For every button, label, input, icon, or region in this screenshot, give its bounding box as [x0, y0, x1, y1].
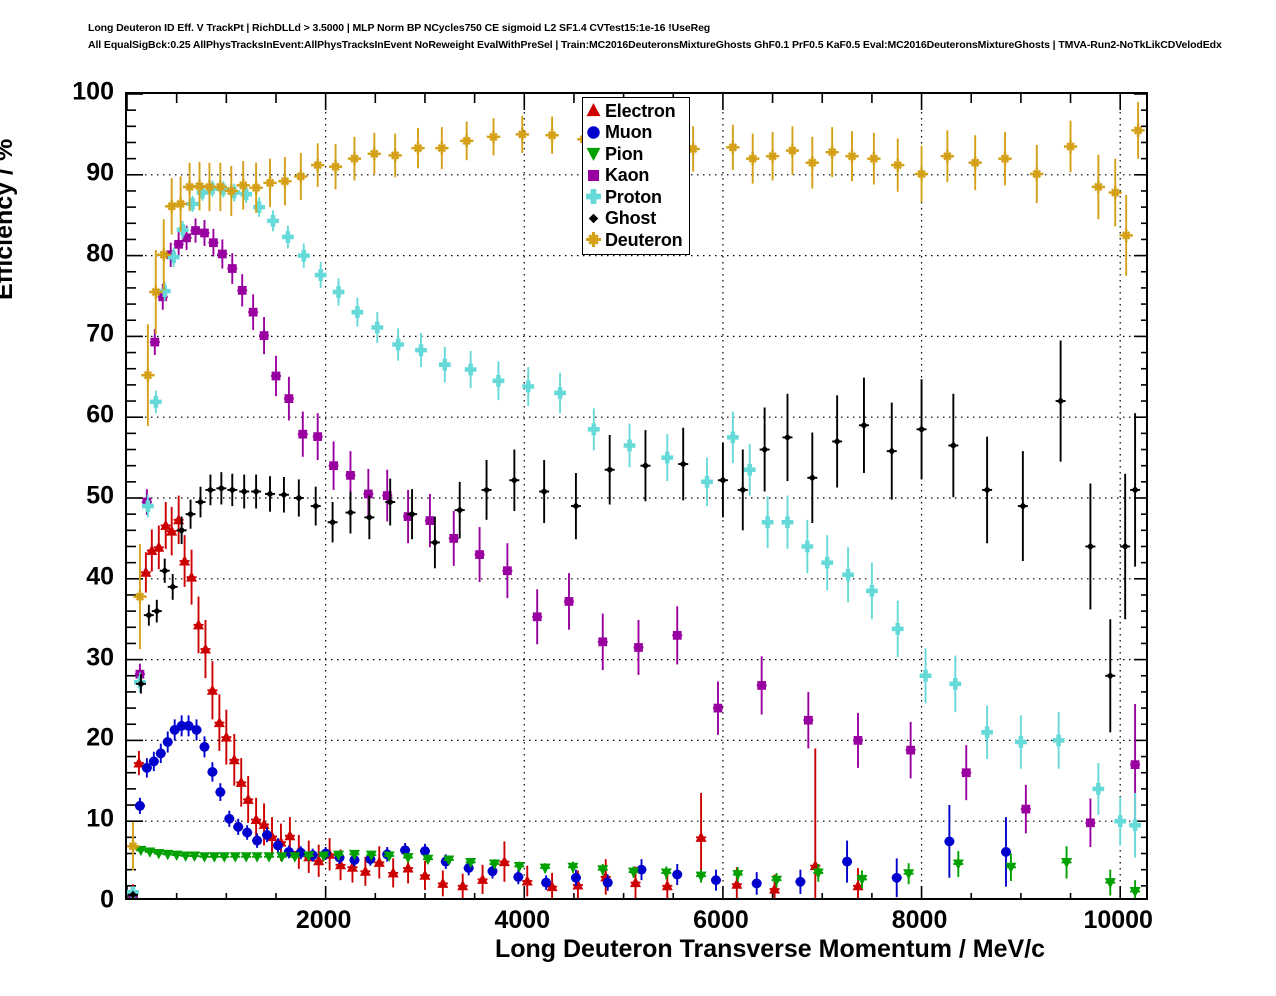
- x-tick-label: 2000: [295, 906, 352, 934]
- legend-item-deuteron[interactable]: Deuteron: [586, 229, 686, 251]
- axis-tick-marks: [127, 94, 1146, 898]
- series-proton: [127, 180, 1141, 898]
- legend-item-label: Muon: [605, 122, 653, 143]
- legend-item-label: Deuteron: [605, 229, 683, 250]
- x-tick-label: 4000: [494, 906, 551, 934]
- y-tick-label: 40: [86, 562, 114, 591]
- x-axis-ticks: 2000 4000 6000 8000 10000: [125, 906, 1153, 940]
- x-tick-label: 6000: [693, 906, 749, 934]
- y-tick-label: 30: [86, 643, 114, 672]
- circle-icon: [586, 125, 601, 140]
- title-line-2: All EqualSigBck:0.25 AllPhysTracksInEven…: [88, 39, 1222, 51]
- series-muon: [127, 715, 1011, 898]
- legend-item-muon[interactable]: Muon: [586, 122, 686, 144]
- dot-icon: [586, 211, 601, 226]
- legend-item-label: Kaon: [605, 165, 650, 186]
- legend-item-label: Electron: [605, 100, 676, 121]
- plot-area: [127, 94, 1146, 898]
- y-tick-label: 60: [86, 400, 114, 429]
- y-tick-label: 100: [72, 77, 114, 106]
- legend-item-pion[interactable]: Pion: [586, 143, 686, 165]
- series-pion: [127, 845, 1141, 898]
- legend-item-label: Ghost: [605, 208, 656, 229]
- legend-item-electron[interactable]: Electron: [586, 100, 686, 122]
- x-axis-label: Long Deuteron Transverse Momentum / MeV/…: [0, 935, 1276, 964]
- triangle-down-icon: [586, 146, 601, 162]
- data-points: [127, 102, 1145, 898]
- legend-item-ghost[interactable]: Ghost: [586, 208, 686, 230]
- series-deuteron: [127, 102, 1145, 871]
- legend-item-kaon[interactable]: Kaon: [586, 165, 686, 187]
- legend: Electron Muon Pion Kaon Proton Ghost Deuteron: [582, 97, 690, 255]
- y-tick-label: 50: [86, 481, 114, 510]
- y-tick-label: 10: [86, 804, 114, 833]
- y-tick-label: 20: [86, 723, 114, 752]
- legend-item-proton[interactable]: Proton: [586, 186, 686, 208]
- title-line-1: Long Deuteron ID Eff. V TrackPt | RichDL…: [88, 22, 711, 34]
- y-tick-label: 80: [86, 239, 114, 268]
- series-ghost: [127, 340, 1141, 898]
- series-kaon: [127, 218, 1141, 898]
- series-electron: [127, 495, 864, 898]
- y-axis-ticks: 0 10 20 30 40 50 60 70 80 90 100: [62, 79, 114, 912]
- plot-title-block: Long Deuteron ID Eff. V TrackPt | RichDL…: [88, 20, 1222, 54]
- y-tick-label: 0: [100, 885, 114, 914]
- x-tick-label: 10000: [1083, 906, 1153, 934]
- y-tick-label: 90: [86, 158, 114, 187]
- star-icon: [586, 232, 601, 248]
- y-axis-label: Efficiency / %: [0, 139, 18, 300]
- x-tick-label: 8000: [891, 906, 948, 934]
- cross-icon: [586, 189, 601, 205]
- triangle-up-icon: [586, 103, 601, 118]
- legend-item-label: Pion: [605, 143, 644, 164]
- y-tick-label: 70: [86, 319, 114, 348]
- legend-item-label: Proton: [605, 186, 662, 207]
- square-icon: [586, 168, 601, 183]
- x-axis-label-text: Long Deuteron Transverse Momentum / MeV/…: [494, 935, 1046, 963]
